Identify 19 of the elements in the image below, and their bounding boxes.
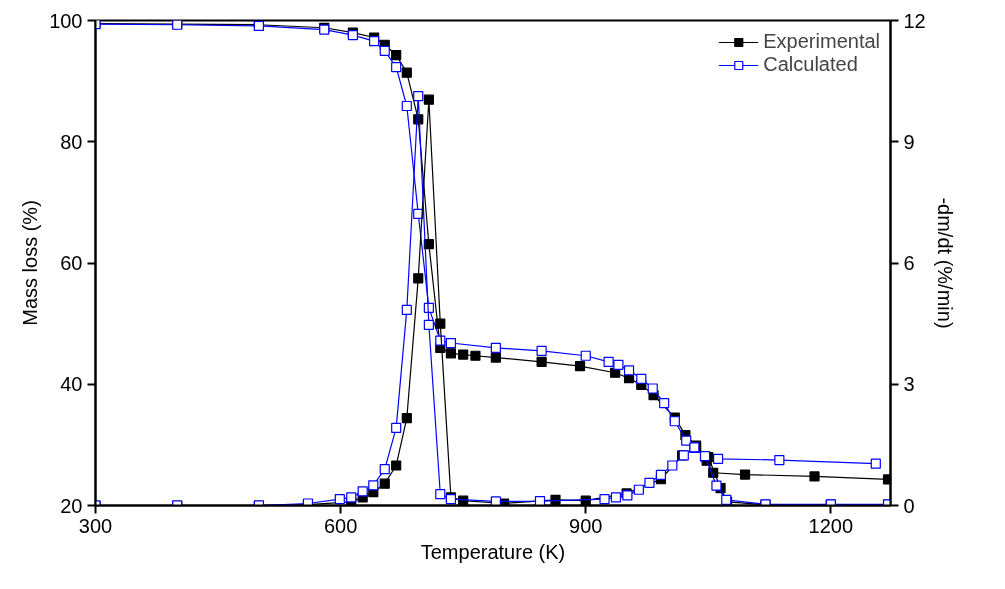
y2-tick-label: 9 bbox=[903, 130, 915, 153]
y2-axis-title: -dm/dt (%/min) bbox=[933, 197, 956, 329]
y2-tick-label: 12 bbox=[903, 9, 926, 32]
y-tick-label: 20 bbox=[60, 494, 83, 517]
y-axis-title: Mass loss (%) bbox=[19, 200, 42, 326]
y-tick-label: 80 bbox=[60, 130, 83, 153]
y-tick-label: 40 bbox=[60, 373, 83, 396]
y2-tick-label: 3 bbox=[903, 373, 915, 396]
y-tick-label: 100 bbox=[49, 9, 83, 32]
legend-label: Experimental bbox=[763, 30, 880, 53]
legend-label: Calculated bbox=[763, 53, 858, 76]
y2-tick-label: 0 bbox=[903, 494, 915, 517]
x-tick-label: 300 bbox=[78, 514, 113, 537]
x-axis-title: Temperature (K) bbox=[420, 540, 566, 563]
y-tick-label: 60 bbox=[60, 252, 83, 274]
x-tick-label: 900 bbox=[569, 514, 603, 537]
y2-tick-label: 6 bbox=[903, 252, 915, 274]
x-tick-label: 600 bbox=[323, 514, 358, 537]
x-tick-label: 1200 bbox=[808, 514, 854, 537]
